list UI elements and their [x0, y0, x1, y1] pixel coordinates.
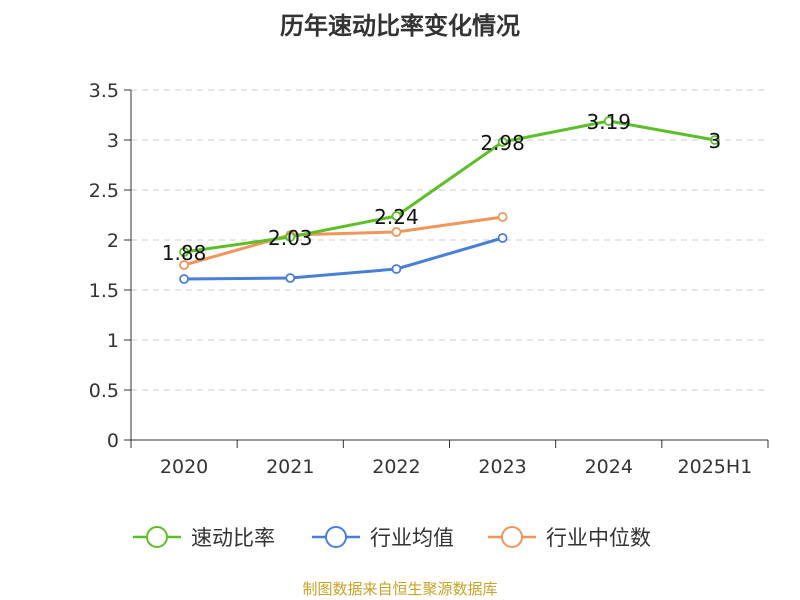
data-point-0[interactable] — [603, 116, 614, 126]
data-point-2[interactable] — [179, 260, 189, 270]
chart-title: 历年速动比率变化情况 — [280, 12, 520, 40]
series-line-0 — [183, 119, 716, 254]
data-point-0[interactable] — [179, 247, 189, 257]
data-label: 3.19 — [586, 110, 631, 134]
data-point-1[interactable] — [497, 233, 508, 243]
data-point-2[interactable] — [391, 227, 402, 237]
data-point-1[interactable] — [391, 264, 402, 274]
series-line-2 — [183, 215, 503, 267]
data-point-1[interactable] — [285, 273, 296, 283]
x-tick-label: 2021 — [266, 456, 314, 478]
data-point-2[interactable] — [497, 212, 508, 222]
data-point-0[interactable] — [497, 137, 508, 147]
legend-marker — [501, 526, 523, 548]
data-point-0[interactable] — [391, 211, 402, 221]
legend-item-0[interactable]: 速动比率 — [133, 526, 275, 550]
y-tick-label: 0.5 — [89, 380, 119, 402]
legend-label: 行业中位数 — [546, 526, 651, 550]
x-tick-label: 2020 — [160, 456, 208, 478]
data-labels: 1.88 2.03 2.24 2.98 3.19 3 — [162, 110, 721, 265]
legend-item-1[interactable]: 行业均值 — [312, 526, 454, 550]
data-label: 2.98 — [480, 131, 525, 155]
series-lines — [179, 116, 720, 284]
grid-lines — [131, 89, 768, 391]
series-line-1 — [184, 236, 504, 281]
x-tick-label: 2022 — [372, 456, 420, 478]
x-tick-label: 2023 — [478, 456, 526, 478]
data-label: 2.03 — [268, 226, 313, 250]
data-point-0[interactable] — [285, 232, 296, 242]
data-point-1[interactable] — [179, 274, 189, 284]
x-tick-label: 2024 — [585, 456, 633, 478]
legend-label: 速动比率 — [191, 526, 275, 550]
y-tick-label: 0 — [107, 430, 119, 452]
source-note: 制图数据来自恒生聚源数据库 — [302, 580, 498, 598]
x-tick-label: 2025H1 — [678, 456, 753, 478]
y-tick-label: 1.5 — [89, 280, 119, 302]
axes: 0 0.5 1 1.5 2 2.5 3 3.5 2020 2021 2022 2023 2024 2025… — [89, 80, 769, 478]
legend[interactable]: 速动比率 行业均值 行业中位数 — [133, 526, 651, 550]
legend-item-2[interactable]: 行业中位数 — [488, 526, 651, 550]
legend-marker — [325, 526, 347, 548]
data-label: 3 — [709, 129, 722, 153]
data-label: 2.24 — [374, 205, 419, 229]
data-point-0[interactable] — [710, 135, 720, 145]
y-tick-label: 2 — [107, 230, 119, 252]
legend-marker — [146, 526, 168, 548]
y-tick-label: 2.5 — [89, 180, 119, 202]
data-label: 1.88 — [162, 241, 207, 265]
y-tick-label: 1 — [107, 330, 119, 352]
legend-label: 行业均值 — [370, 526, 454, 550]
y-tick-label: 3.5 — [89, 80, 119, 102]
y-tick-label: 3 — [107, 130, 119, 152]
